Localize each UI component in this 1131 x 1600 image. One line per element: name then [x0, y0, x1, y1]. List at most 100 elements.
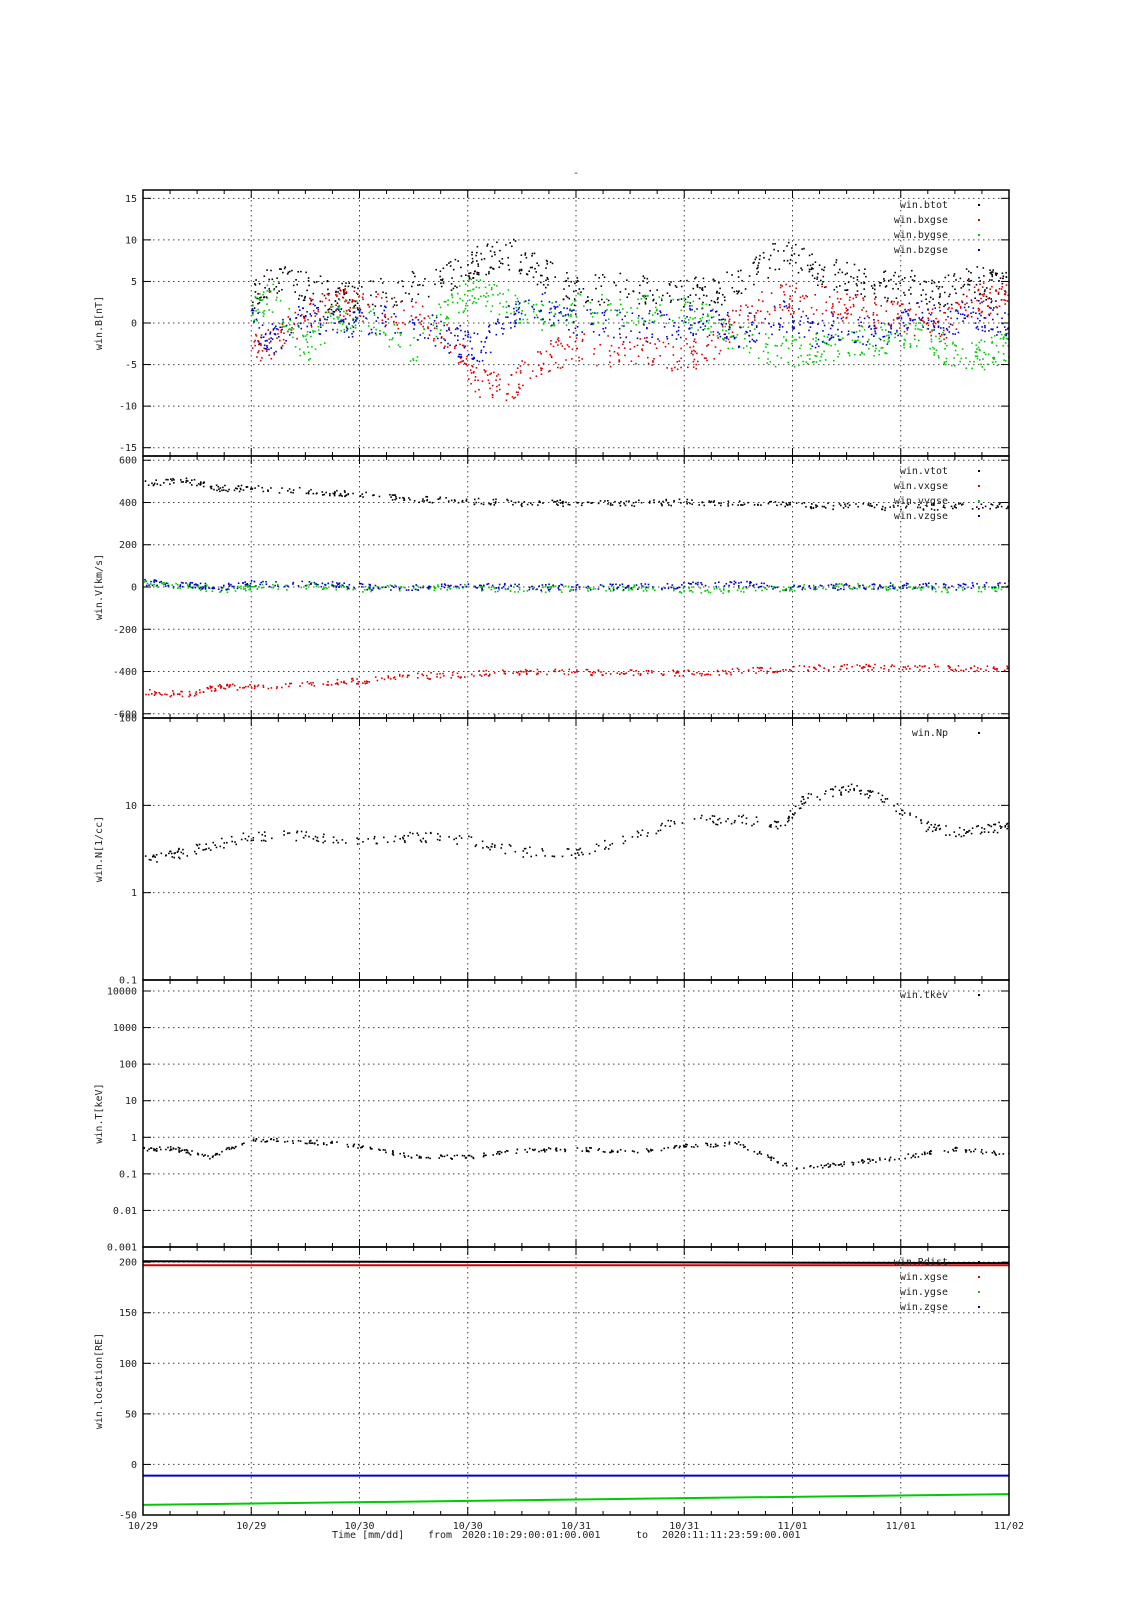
- data-point: [305, 338, 307, 341]
- data-point: [913, 279, 916, 282]
- data-point: [814, 587, 816, 590]
- data-point: [973, 286, 976, 288]
- data-point: [901, 311, 903, 314]
- data-point: [873, 583, 875, 585]
- data-point: [680, 366, 682, 369]
- data-point: [1015, 317, 1017, 319]
- data-point: [352, 317, 354, 320]
- data-point: [563, 673, 566, 675]
- data-point: [493, 587, 496, 590]
- data-point: [863, 317, 866, 320]
- data-point: [523, 301, 526, 303]
- data-point: [395, 315, 397, 318]
- data-point: [444, 584, 447, 586]
- data-point: [889, 585, 892, 587]
- data-point: [1032, 589, 1034, 591]
- data-point: [305, 831, 308, 833]
- data-point: [307, 277, 310, 279]
- data-point: [338, 299, 341, 301]
- data-point: [354, 324, 357, 327]
- data-point: [618, 309, 621, 311]
- data-point: [866, 340, 869, 343]
- data-point: [417, 672, 419, 675]
- data-point: [328, 292, 330, 295]
- data-point: [356, 678, 358, 680]
- data-point: [401, 300, 403, 302]
- data-point: [952, 341, 954, 344]
- data-point: [323, 493, 326, 496]
- data-point: [332, 841, 335, 844]
- data-point: [443, 675, 445, 677]
- data-point: [659, 311, 662, 314]
- data-point: [397, 327, 400, 330]
- data-point: [635, 362, 637, 365]
- data-point: [697, 321, 700, 324]
- data-point: [319, 275, 322, 277]
- data-point: [714, 346, 717, 348]
- data-point: [224, 484, 226, 487]
- data-point: [346, 313, 349, 315]
- data-point: [326, 587, 328, 590]
- data-point: [747, 501, 749, 504]
- data-point: [256, 297, 258, 300]
- data-point: [312, 681, 314, 684]
- data-point: [540, 590, 543, 593]
- data-point: [335, 294, 337, 296]
- data-point: [743, 591, 745, 593]
- data-point: [450, 584, 452, 587]
- data-point: [672, 346, 675, 348]
- data-point: [817, 323, 819, 325]
- data-point: [517, 591, 520, 593]
- data-point: [722, 293, 724, 296]
- data-point: [802, 360, 804, 363]
- data-point: [868, 347, 870, 350]
- data-point: [601, 584, 603, 587]
- data-point: [553, 322, 555, 324]
- data-point: [252, 304, 254, 307]
- data-point: [574, 327, 577, 330]
- data-point: [284, 266, 287, 268]
- data-point: [662, 341, 665, 344]
- data-point: [686, 343, 688, 345]
- data-point: [380, 297, 383, 299]
- data-point: [358, 282, 360, 284]
- data-point: [944, 304, 947, 306]
- data-point: [589, 589, 592, 591]
- data-point: [437, 585, 439, 588]
- series-win-bygse: [252, 278, 1009, 371]
- data-point: [738, 345, 741, 348]
- data-point: [362, 591, 364, 593]
- data-point: [951, 364, 953, 367]
- data-point: [420, 320, 423, 322]
- data-point: [597, 588, 600, 590]
- data-point: [746, 331, 748, 334]
- data-point: [357, 316, 359, 319]
- data-point: [809, 264, 812, 267]
- data-point: [1033, 324, 1035, 326]
- data-point: [988, 314, 991, 317]
- data-point: [664, 345, 667, 348]
- data-point: [538, 585, 540, 587]
- data-point: [452, 287, 455, 290]
- data-point: [720, 322, 723, 325]
- data-point: [298, 306, 300, 308]
- data-point: [186, 855, 189, 857]
- data-point: [340, 681, 343, 683]
- data-point: [995, 668, 997, 670]
- data-point: [244, 838, 247, 840]
- data-point: [718, 352, 721, 355]
- data-point: [905, 582, 908, 585]
- data-point: [537, 351, 539, 353]
- data-point: [986, 665, 989, 667]
- data-point: [1003, 334, 1006, 336]
- data-point: [619, 298, 622, 301]
- data-point: [767, 337, 770, 339]
- data-point: [440, 285, 443, 288]
- data-point: [345, 300, 348, 302]
- data-point: [815, 504, 817, 506]
- data-point: [202, 485, 205, 488]
- data-point: [240, 587, 242, 590]
- data-point: [354, 316, 357, 318]
- data-point: [786, 307, 788, 309]
- data-point: [210, 587, 212, 590]
